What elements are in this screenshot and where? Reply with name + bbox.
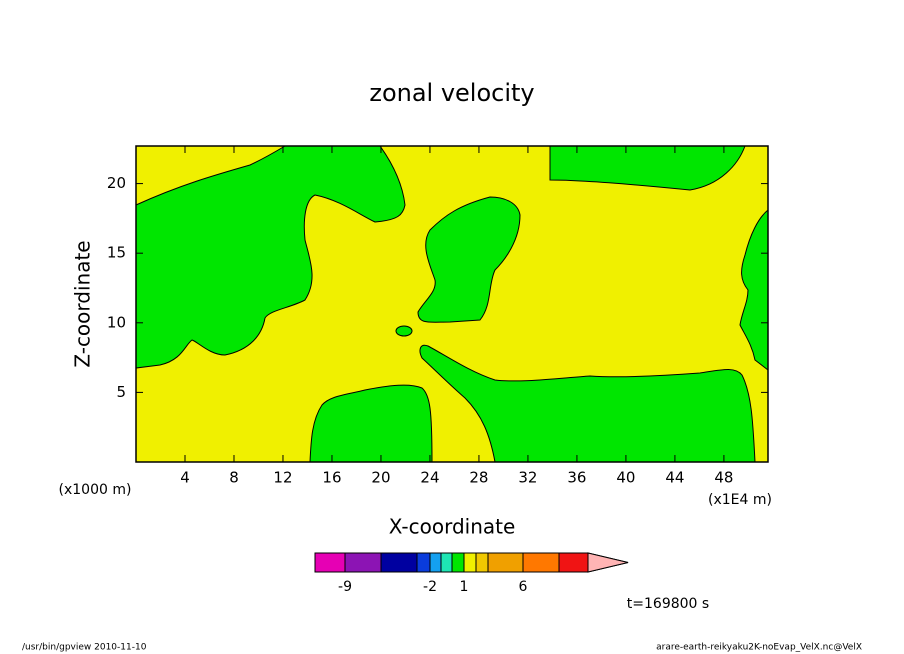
- colorbar-label: -9: [338, 579, 352, 595]
- x-unit-label: (x1E4 m): [708, 492, 772, 508]
- y-tick-label: 10: [107, 313, 126, 331]
- contour-region: [135, 145, 406, 369]
- colorbar-box: [522, 552, 560, 573]
- x-tick-label: 12: [273, 469, 292, 487]
- colorbar-box: [487, 552, 524, 573]
- x-unit-label: (x1000 m): [59, 482, 132, 498]
- y-tick-label: 5: [116, 383, 126, 401]
- colorbar-box: [380, 552, 418, 573]
- colorbar-box: [463, 552, 477, 573]
- contour-region: [395, 325, 413, 337]
- colorbar-arrow: [587, 552, 629, 573]
- x-tick-label: 8: [229, 469, 239, 487]
- colorbar-box: [416, 552, 431, 573]
- colorbar-box: [475, 552, 489, 573]
- contour-region: [419, 344, 756, 463]
- colorbar-box: [558, 552, 589, 573]
- contour-region: [549, 145, 746, 191]
- contour-regions: [135, 145, 769, 463]
- contour-region: [417, 196, 521, 323]
- x-tick-label: 36: [567, 469, 586, 487]
- x-tick-label: 4: [180, 469, 190, 487]
- colorbar-box: [344, 552, 382, 573]
- footer-right: arare-earth-reikyaku2K-noEvap_VelX.nc@Ve…: [656, 643, 862, 653]
- colorbar-label: -2: [423, 579, 437, 595]
- x-tick-label: 20: [371, 469, 390, 487]
- x-tick-label: 32: [518, 469, 537, 487]
- x-tick-label: 40: [616, 469, 635, 487]
- plot-frame: [135, 145, 769, 463]
- colorbar-box: [440, 552, 453, 573]
- x-tick-label: 48: [714, 469, 733, 487]
- y-axis-title: Z-coordinate: [71, 240, 95, 367]
- y-tick-label: 15: [107, 244, 126, 262]
- colorbar-box: [451, 552, 465, 573]
- x-tick-label: 16: [322, 469, 341, 487]
- x-tick-label: 24: [420, 469, 439, 487]
- colorbar-box: [429, 552, 442, 573]
- colorbar-label: 6: [519, 579, 528, 595]
- y-tick-label: 20: [107, 174, 126, 192]
- contour-region: [739, 208, 769, 372]
- x-tick-label: 28: [469, 469, 488, 487]
- x-axis-title: X-coordinate: [389, 515, 516, 539]
- colorbar-label: 1: [460, 579, 469, 595]
- contour-region: [309, 384, 433, 463]
- footer-left: /usr/bin/gpview 2010-11-10: [22, 643, 147, 653]
- time-label: t=169800 s: [627, 596, 709, 612]
- colorbar-box: [314, 552, 346, 573]
- chart-title: zonal velocity: [369, 79, 534, 107]
- x-tick-label: 44: [665, 469, 684, 487]
